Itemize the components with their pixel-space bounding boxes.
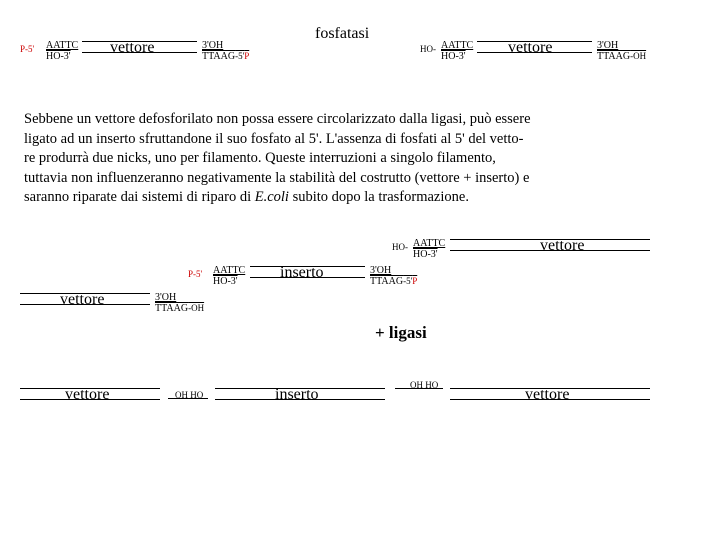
right-end-4: 3'OH TTAAG-OH (155, 292, 204, 314)
ho-prefix-3: HO- (392, 242, 408, 252)
right-end-1: 3'OH TTAAG-5'P (202, 40, 249, 62)
left-end-2: AATTC HO-3' (441, 40, 473, 62)
vector-label-4: vettore (60, 291, 104, 309)
p-5-prime-insert: P-5' (188, 269, 202, 279)
middle-diagram: HO- AATTC HO-3' vettore P-5' AATTC HO-3'… (20, 238, 700, 358)
result-gap-left (168, 388, 208, 399)
inserto-label: inserto (280, 264, 324, 282)
result-inserto-label: inserto (275, 386, 319, 404)
inserto-right: 3'OH TTAAG-5'P (370, 265, 417, 287)
result-gap-right (395, 388, 443, 399)
vector-label-1: vettore (110, 39, 154, 57)
fosfatasi-label: fosfatasi (315, 25, 369, 43)
inserto-left: AATTC HO-3' (213, 265, 245, 287)
top-reaction-row: P-5' AATTC HO-3' vettore 3'OH TTAAG-5'P … (20, 20, 700, 80)
bottom-result-row: vettore OH HO inserto OH HO vettore (20, 378, 700, 428)
p-5-prime-label: P-5' (20, 44, 34, 54)
plus-ligasi-label: + ligasi (375, 323, 427, 343)
left-end-1: AATTC HO-3' (46, 40, 78, 62)
left-end-3: AATTC HO-3' (413, 238, 445, 260)
ho-prefix-2: HO- (420, 44, 436, 54)
vector-label-2: vettore (508, 39, 552, 57)
right-end-2: 3'OH TTAAG-OH (597, 40, 646, 62)
vector-label-3: vettore (540, 237, 584, 255)
description-paragraph: Sebbene un vettore defosforilato non pos… (24, 110, 696, 208)
result-vec-left-label: vettore (65, 386, 109, 404)
result-vec-right-label: vettore (525, 386, 569, 404)
